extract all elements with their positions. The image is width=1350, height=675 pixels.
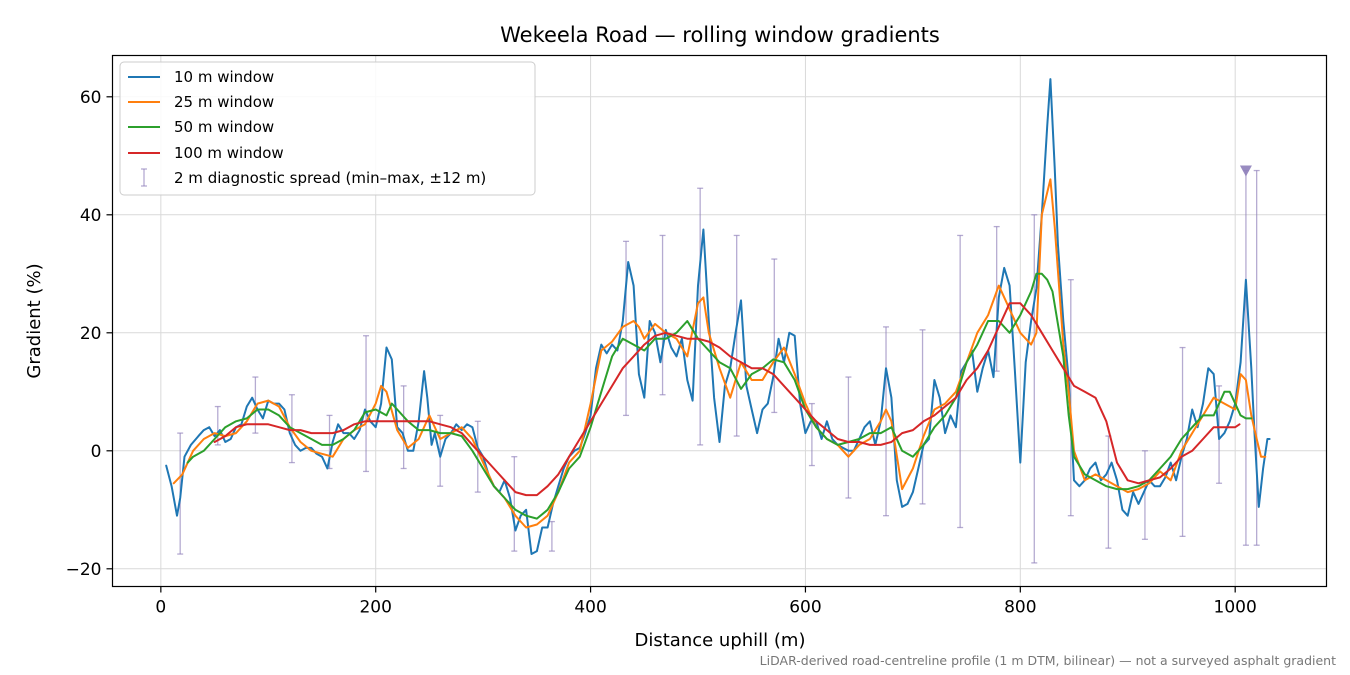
x-axis-label: Distance uphill (m)	[635, 630, 806, 651]
error-bar	[659, 234, 666, 396]
y-axis-ticks: −20 0 20 40 60	[66, 88, 113, 580]
error-bar	[437, 414, 444, 487]
x-axis-ticks: 0 200 400 600 800 1000	[155, 586, 1257, 618]
y-tick-label: 60	[80, 88, 102, 108]
error-bar	[1067, 279, 1074, 517]
error-bar	[733, 234, 740, 437]
y-tick-label: 0	[91, 442, 102, 462]
x-tick-label: 800	[1004, 598, 1036, 618]
legend-label-diagnostic-spread: 2 m diagnostic spread (min–max, ±12 m)	[174, 169, 486, 187]
series-line-10m	[165, 78, 1271, 555]
x-tick-label: 0	[155, 598, 166, 618]
error-bar	[511, 456, 518, 552]
x-tick-label: 200	[359, 598, 391, 618]
error-bar	[400, 385, 407, 470]
footnote: LiDAR-derived road-centreline profile (1…	[760, 653, 1336, 668]
error-bar	[1031, 214, 1038, 564]
error-bar	[474, 420, 481, 493]
legend-label-10m: 10 m window	[174, 68, 274, 86]
error-bar	[845, 376, 852, 499]
series-line-100m	[213, 302, 1241, 497]
error-bar	[808, 402, 815, 467]
error-bar	[697, 187, 704, 446]
error-bar	[919, 329, 926, 505]
legend: 10 m window 25 m window 50 m window 100 …	[119, 61, 536, 196]
chart-title: Wekeela Road — rolling window gradients	[500, 23, 940, 47]
plot-frame	[111, 54, 1328, 588]
marker-layer	[1239, 165, 1252, 177]
x-tick-label: 400	[574, 598, 606, 618]
error-bar	[214, 405, 221, 446]
series-line-50m	[186, 272, 1253, 520]
error-bar	[1141, 450, 1148, 540]
error-bar	[623, 240, 630, 417]
y-tick-label: 20	[80, 324, 102, 344]
legend-label-50m: 50 m window	[174, 118, 274, 136]
x-tick-label: 1000	[1214, 598, 1257, 618]
error-bar	[363, 335, 370, 473]
error-bar	[771, 258, 778, 414]
legend-box	[119, 61, 536, 196]
clipped-marker	[1239, 165, 1252, 177]
y-tick-label: −20	[66, 560, 102, 580]
y-tick-label: 40	[80, 206, 102, 226]
series-lines	[165, 78, 1271, 555]
error-bar	[883, 326, 890, 517]
x-tick-label: 600	[789, 598, 821, 618]
legend-label-100m: 100 m window	[174, 144, 284, 162]
legend-label-25m: 25 m window	[174, 93, 274, 111]
y-axis-label: Gradient (%)	[24, 263, 45, 378]
error-bar	[1179, 346, 1186, 537]
legend-swatch-error-bar	[141, 168, 147, 187]
